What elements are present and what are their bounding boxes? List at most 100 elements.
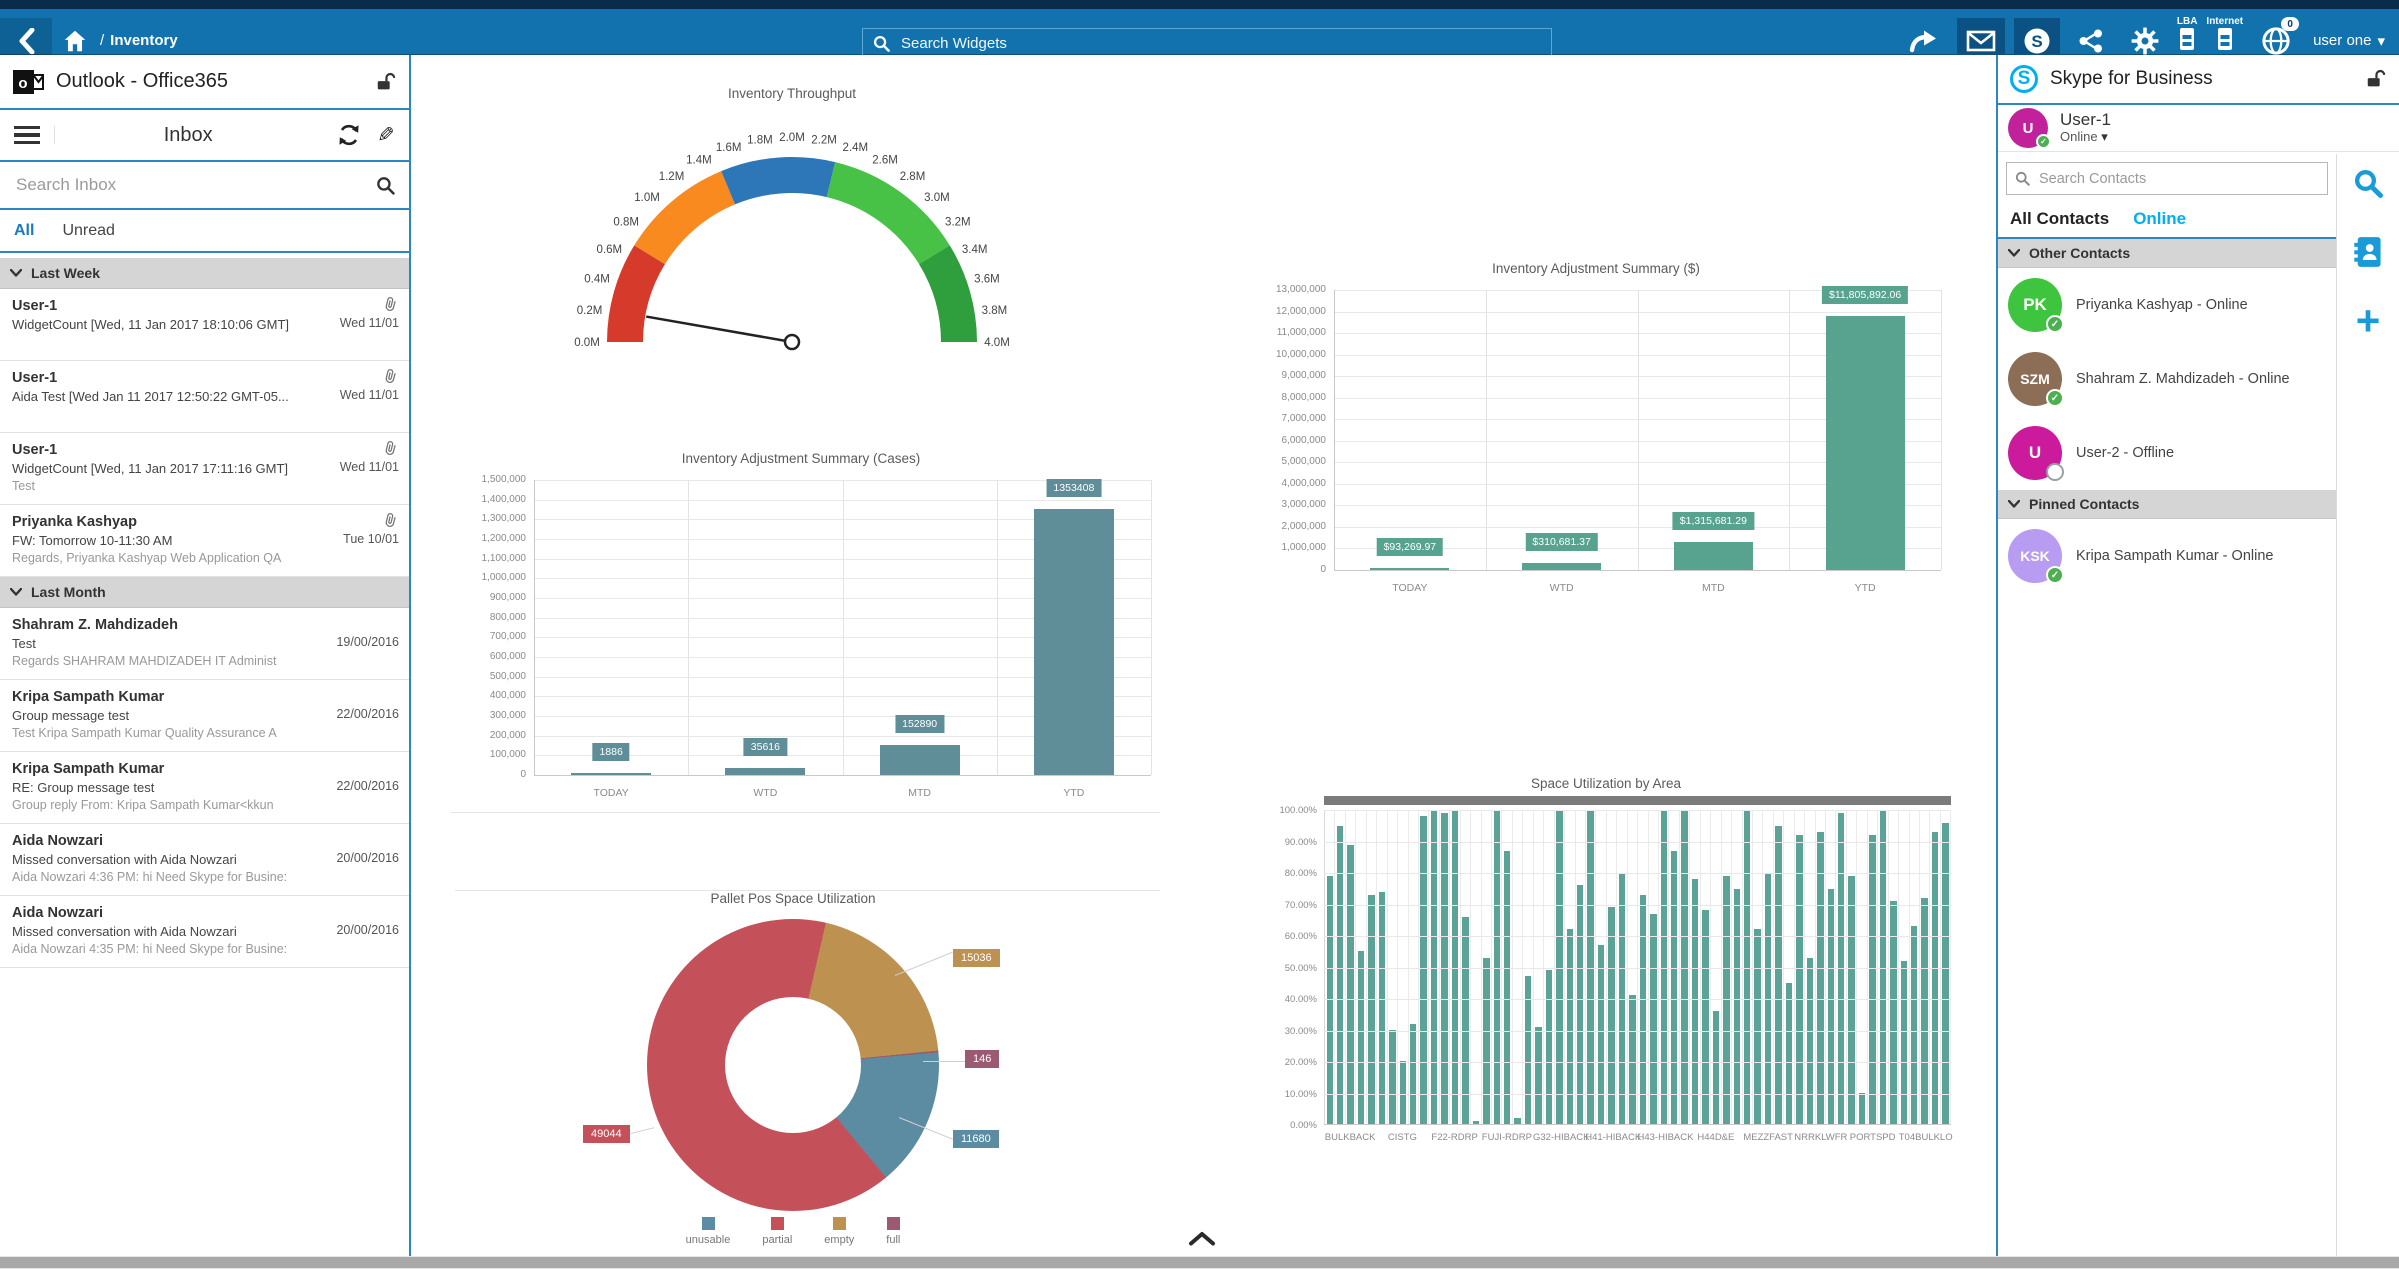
mail-group-header[interactable]: Last Week (0, 258, 409, 289)
refresh-button[interactable] (337, 123, 361, 147)
legend-swatch (832, 1217, 846, 1230)
legend-item[interactable]: full (886, 1217, 900, 1246)
bar (1503, 850, 1511, 1124)
bar-slot (1805, 810, 1816, 1124)
widget-search-input[interactable] (899, 34, 1541, 53)
gauge-tick-label: 4.0M (984, 337, 1010, 349)
lba-label: LBA (2176, 16, 2198, 27)
mail-list-item[interactable]: User-1 WidgetCount [Wed, 11 Jan 2017 17:1… (0, 433, 409, 505)
bar (1336, 825, 1344, 1124)
user-menu[interactable]: user one ▾ (2313, 32, 2385, 50)
gauge-tick-label: 2.8M (900, 171, 926, 183)
contact-row[interactable]: U User-2 - Offline (1998, 416, 2336, 490)
bar-slot (1774, 810, 1785, 1124)
bar-slot (1534, 810, 1545, 1124)
menu-button[interactable] (14, 125, 55, 145)
chart-range-scrollbar[interactable] (1324, 796, 1951, 805)
unlock-icon[interactable] (2365, 68, 2387, 90)
bar-slot (1878, 810, 1889, 1124)
y-axis-tick-label: 200,000 (489, 729, 526, 741)
search-icon[interactable] (376, 176, 395, 195)
bar (1608, 907, 1615, 1124)
mail-list-item[interactable]: Aida Nowzari Missed conversation with Aid… (0, 824, 409, 896)
gauge-tick-label: 2.2M (811, 135, 837, 147)
lba-server-status[interactable]: LBA (2176, 16, 2198, 63)
bar-slot (1565, 810, 1576, 1124)
self-contact[interactable]: U ✓ User-1 Online ▾ (1998, 105, 2399, 152)
mail-list-item[interactable]: User-1 Aida Test [Wed Jan 11 2017 12:50:2… (0, 361, 409, 433)
bar-slot (1576, 810, 1586, 1124)
contacts-search-input[interactable] (2037, 169, 2319, 188)
legend-item[interactable]: partial (762, 1217, 792, 1246)
tab-unread[interactable]: Unread (62, 221, 115, 239)
contact-search-button[interactable] (2353, 168, 2383, 198)
horizontal-scrollbar-thumb[interactable] (0, 1257, 2399, 1268)
bar (1420, 816, 1427, 1124)
mail-list-item[interactable]: Kripa Sampath Kumar RE: Group message tes… (0, 752, 409, 824)
gauge-needle (645, 315, 793, 344)
settings-button[interactable] (2122, 18, 2168, 63)
bar-slot (1816, 810, 1826, 1124)
mail-list-item[interactable]: Aida Nowzari Missed conversation with Aid… (0, 896, 409, 968)
inbox-search-input[interactable] (14, 174, 376, 196)
internet-server-status[interactable]: Internet (2206, 16, 2243, 63)
bar-slot (1868, 810, 1879, 1124)
tab-all-contacts[interactable]: All Contacts (2010, 209, 2110, 228)
x-axis-group-label: NRRKLWFR (1794, 1132, 1848, 1143)
plus-icon: + (2355, 297, 2381, 344)
x-axis-tick-label: MTD (908, 787, 931, 799)
legend-item[interactable]: unusable (686, 1217, 730, 1246)
bar-value-label: $11,805,892.06 (1822, 285, 1909, 304)
server-rack-icon (2180, 28, 2195, 50)
gauge-tick-label: 2.0M (779, 132, 805, 144)
legend-item[interactable]: empty (824, 1217, 854, 1246)
avatar-initials: SZM (2020, 371, 2050, 387)
gridline (1324, 999, 1951, 1000)
contact-row[interactable]: SZM ✓ Shahram Z. Mahdizadeh - Online (1998, 342, 2336, 416)
bar (1673, 541, 1753, 570)
breadcrumb-separator: / (100, 32, 105, 49)
attachment-paperclip-icon (385, 297, 396, 311)
avatar-initials: U (2022, 119, 2034, 137)
address-book-button[interactable] (2353, 236, 2383, 268)
mail-list-item[interactable]: Shahram Z. Mahdizadeh Test Regards SHAHRAM… (0, 608, 409, 680)
dashboard: Inventory Throughput 0.0M 0.2M 0.4M 0.6M 0.8M… (411, 55, 1996, 1256)
home-icon (64, 30, 86, 51)
x-axis-group-label: H43-HIBACK (1637, 1132, 1694, 1143)
share-button[interactable] (2069, 18, 2113, 63)
home-button[interactable] (52, 18, 98, 63)
callout-connector (894, 951, 953, 976)
mail-attachment (384, 368, 397, 389)
mail-snippet: Aida Nowzari 4:35 PM: hi Need Skype for … (12, 942, 288, 956)
self-status-dropdown[interactable]: Online ▾ (2060, 129, 2108, 144)
mail-list-item[interactable]: Kripa Sampath Kumar Group message test Tes… (0, 680, 409, 752)
chevron-up-icon (1189, 1232, 1215, 1246)
tab-all[interactable]: All (14, 221, 35, 239)
mail-list-item[interactable]: Priyanka Kashyap FW: Tomorrow 10-11:30 AM… (0, 505, 409, 577)
mail-date: Wed 11/01 (339, 316, 399, 330)
collapse-dashboard-button[interactable] (1187, 1231, 1217, 1251)
tab-online[interactable]: Online (2133, 209, 2187, 228)
gauge-tick-label: 3.0M (924, 192, 950, 204)
legend-swatch (701, 1217, 715, 1230)
contact-group-header[interactable]: Pinned Contacts (1998, 490, 2336, 519)
x-axis-group-label: H44D&E (1697, 1132, 1735, 1143)
bar-value-label: 1353408 (1046, 478, 1102, 497)
bar-slot (1596, 810, 1607, 1124)
unlock-icon[interactable] (375, 71, 397, 93)
breadcrumb: Inventory (110, 32, 178, 49)
add-contact-button[interactable]: + (2355, 297, 2381, 344)
contact-row[interactable]: PK ✓ Priyanka Kashyap - Online (1998, 268, 2336, 342)
notifications-button[interactable]: 0 (2252, 17, 2300, 63)
forward-share-button[interactable] (1900, 18, 1948, 63)
mail-subject: Missed conversation with Aida Nowzari (12, 852, 237, 867)
contact-group-header[interactable]: Other Contacts (1998, 239, 2336, 268)
mail-list-item[interactable]: User-1 WidgetCount [Wed, 11 Jan 2017 18:1… (0, 289, 409, 361)
compose-button[interactable]: ✎ (377, 123, 395, 148)
mail-date: Wed 11/01 (339, 388, 399, 402)
contact-row[interactable]: KSK ✓ Kripa Sampath Kumar - Online (1998, 519, 2336, 593)
globe-icon (2262, 26, 2290, 55)
bar-slot (1795, 810, 1806, 1124)
bar-slot (1388, 810, 1399, 1124)
mail-group-header[interactable]: Last Month (0, 577, 409, 608)
